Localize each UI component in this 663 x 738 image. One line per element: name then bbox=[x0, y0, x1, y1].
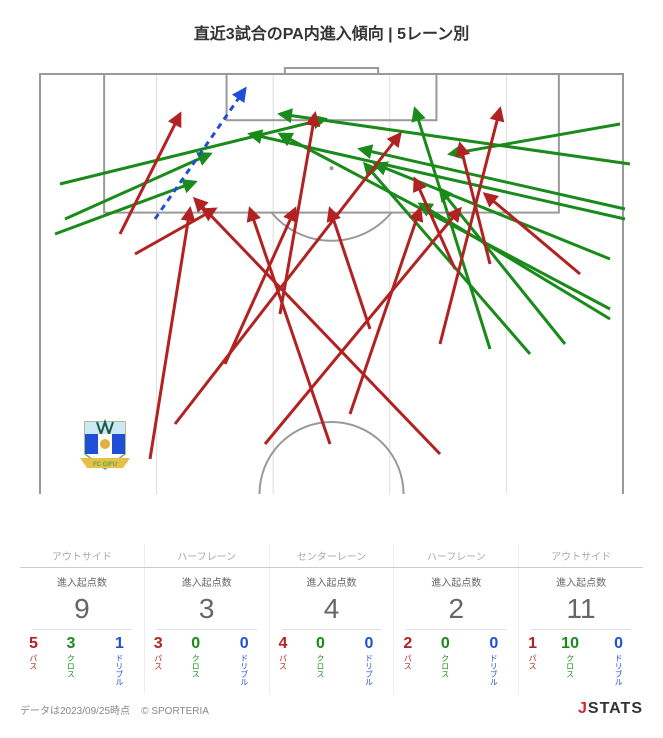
lane-name: アウトサイド bbox=[20, 544, 145, 567]
lane-name: アウトサイド bbox=[519, 544, 643, 567]
stat-dribble: 0ドリブル bbox=[597, 636, 641, 686]
stats-cell: 進入起点数 9 5パス 3クロス 1ドリブル bbox=[20, 568, 145, 694]
arrow-pass bbox=[330, 209, 370, 329]
arrow-dribble bbox=[155, 89, 245, 219]
stat-total: 9 bbox=[32, 593, 132, 630]
stat-dribble: 1ドリブル bbox=[97, 636, 141, 686]
stat-dribble: 0ドリブル bbox=[222, 636, 266, 686]
stat-total: 3 bbox=[157, 593, 257, 630]
stat-breakdown: 4パス 0クロス 0ドリブル bbox=[272, 636, 392, 686]
stats-cell: 進入起点数 11 1パス 10クロス 0ドリブル bbox=[519, 568, 643, 694]
stat-label: 進入起点数 bbox=[396, 574, 516, 589]
stat-total: 4 bbox=[282, 593, 382, 630]
stat-pass: 3パス bbox=[147, 636, 169, 670]
footer-left: データは2023/09/25時点 © SPORTERIA bbox=[20, 702, 209, 717]
stats-cell: 進入起点数 4 4パス 0クロス 0ドリブル bbox=[270, 568, 395, 694]
stat-pass: 4パス bbox=[272, 636, 294, 670]
chart-container: 直近3試合のPA内進入傾向 | 5レーン別 FC GIFU アウトサイドハーフレ… bbox=[20, 20, 643, 718]
arrow-pass bbox=[150, 209, 190, 459]
arrow-pass bbox=[350, 209, 420, 414]
stats-logo: J STATS bbox=[578, 700, 643, 718]
pitch-chart: FC GIFU bbox=[20, 54, 643, 544]
arrow-cross bbox=[280, 114, 630, 164]
stat-label: 進入起点数 bbox=[521, 574, 641, 589]
stat-label: 進入起点数 bbox=[22, 574, 142, 589]
stat-breakdown: 3パス 0クロス 0ドリブル bbox=[147, 636, 267, 686]
lane-name: ハーフレーン bbox=[145, 544, 270, 567]
stat-cross: 3クロス bbox=[54, 636, 87, 678]
svg-text:FC GIFU: FC GIFU bbox=[93, 462, 117, 468]
logo-text: STATS bbox=[588, 700, 643, 718]
footer: データは2023/09/25時点 © SPORTERIA J STATS bbox=[20, 700, 643, 718]
stat-dribble: 0ドリブル bbox=[472, 636, 516, 686]
stat-breakdown: 5パス 3クロス 1ドリブル bbox=[22, 636, 142, 686]
stats-cell: 進入起点数 2 2パス 0クロス 0ドリブル bbox=[394, 568, 519, 694]
lane-name: ハーフレーン bbox=[394, 544, 519, 567]
arrow-cross bbox=[415, 109, 490, 349]
stat-pass: 2パス bbox=[397, 636, 419, 670]
logo-prefix: J bbox=[578, 700, 588, 718]
stat-total: 11 bbox=[531, 593, 631, 630]
stat-label: 進入起点数 bbox=[272, 574, 392, 589]
stats-cell: 進入起点数 3 3パス 0クロス 0ドリブル bbox=[145, 568, 270, 694]
stat-dribble: 0ドリブル bbox=[347, 636, 391, 686]
arrow-pass bbox=[135, 209, 215, 254]
chart-title: 直近3試合のPA内進入傾向 | 5レーン別 bbox=[20, 20, 643, 44]
stat-cross: 0クロス bbox=[429, 636, 462, 678]
stat-breakdown: 1パス 10クロス 0ドリブル bbox=[521, 636, 641, 686]
stat-cross: 10クロス bbox=[554, 636, 587, 678]
arrow-cross bbox=[280, 134, 610, 309]
arrow-pass bbox=[120, 114, 180, 234]
stat-pass: 1パス bbox=[522, 636, 544, 670]
stat-pass: 5パス bbox=[22, 636, 44, 670]
pitch-svg: FC GIFU bbox=[20, 54, 643, 544]
stat-breakdown: 2パス 0クロス 0ドリブル bbox=[396, 636, 516, 686]
copyright: © SPORTERIA bbox=[141, 706, 209, 717]
stat-total: 2 bbox=[406, 593, 506, 630]
stat-cross: 0クロス bbox=[304, 636, 337, 678]
arrow-pass bbox=[265, 209, 460, 444]
team-badge: FC GIFU bbox=[80, 422, 130, 469]
arrow-cross bbox=[60, 119, 325, 184]
arrow-pass bbox=[195, 199, 440, 454]
stats-row: 進入起点数 9 5パス 3クロス 1ドリブル 進入起点数 3 3パス 0クロス … bbox=[20, 567, 643, 694]
lane-names-row: アウトサイドハーフレーンセンターレーンハーフレーンアウトサイド bbox=[20, 544, 643, 567]
stat-cross: 0クロス bbox=[179, 636, 212, 678]
lane-name: センターレーン bbox=[270, 544, 395, 567]
data-note: データは2023/09/25時点 bbox=[20, 706, 130, 717]
stat-label: 進入起点数 bbox=[147, 574, 267, 589]
